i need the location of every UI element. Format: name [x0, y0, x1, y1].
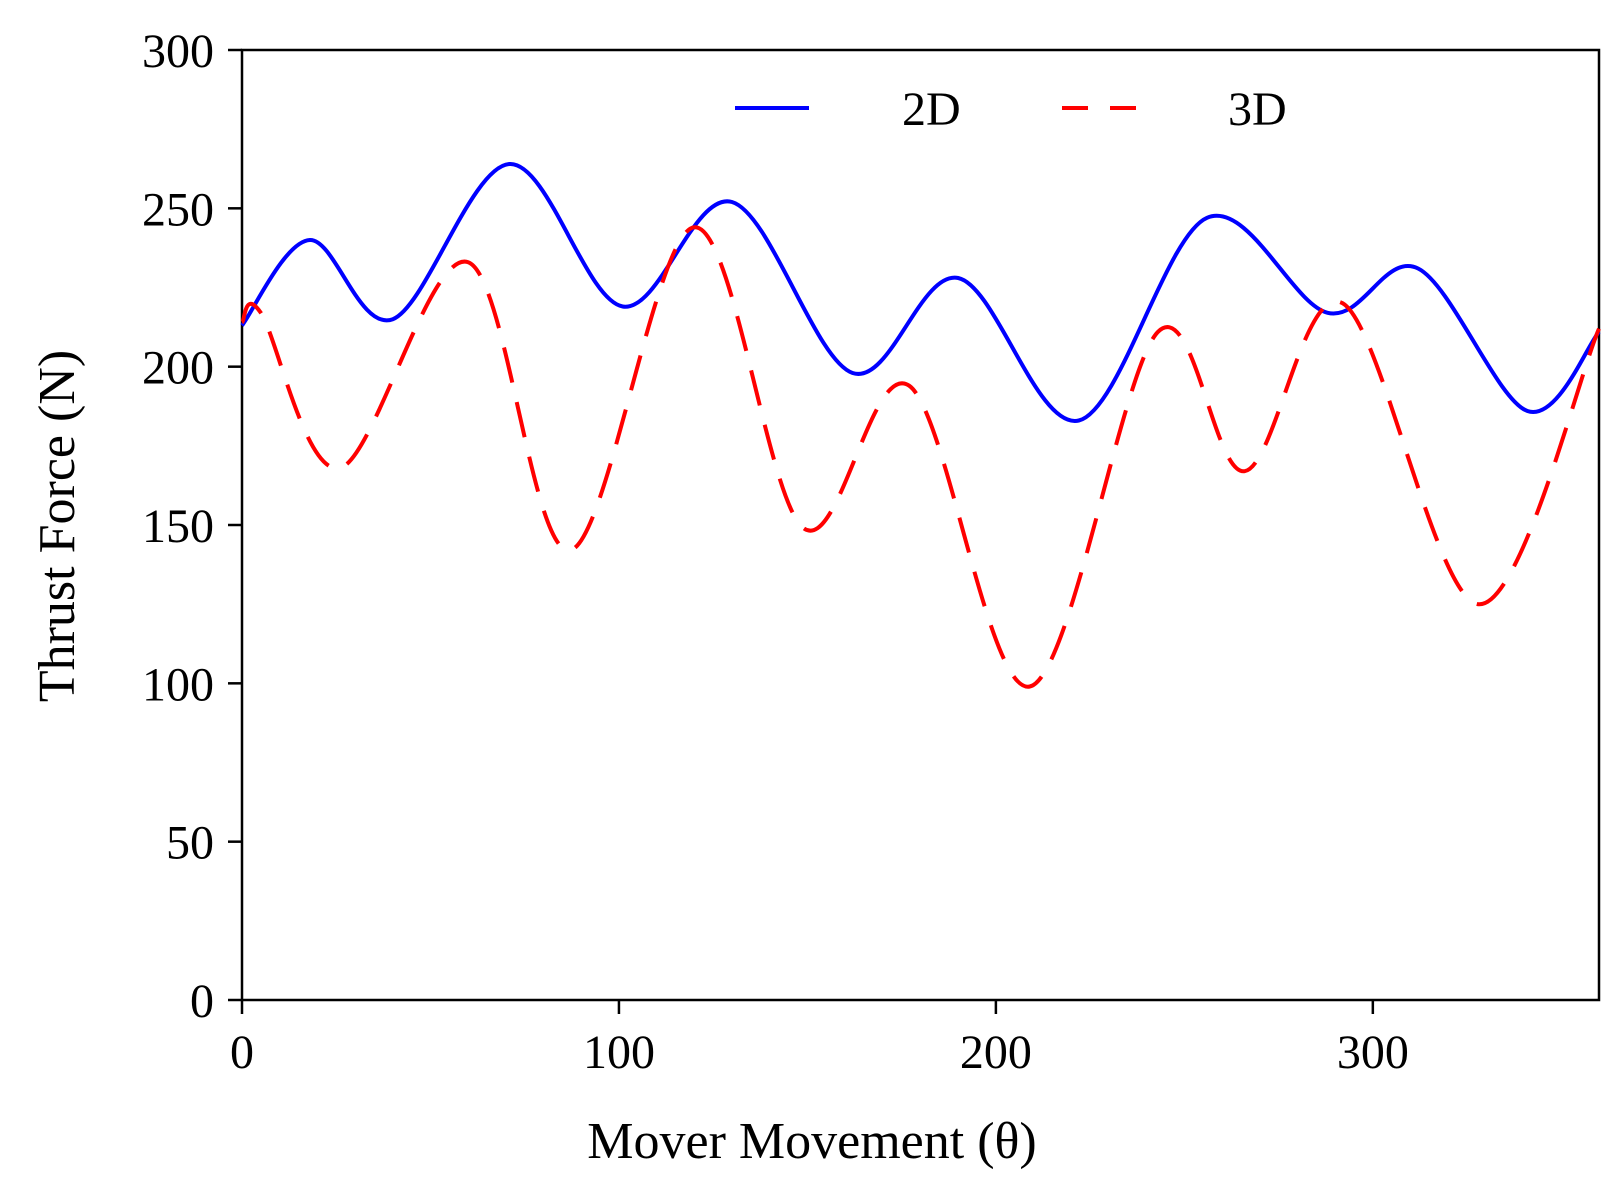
- y-tick-label: 50: [166, 817, 214, 870]
- y-tick-label: 100: [142, 658, 214, 711]
- legend-label-2d: 2D: [902, 83, 961, 136]
- y-tick-label: 200: [142, 342, 214, 395]
- series-layer: [240, 161, 1601, 689]
- x-tick-label: 0: [230, 1026, 254, 1079]
- series-line-3d: [240, 225, 1601, 689]
- y-tick-label: 0: [190, 975, 214, 1028]
- x-tick-label: 200: [960, 1026, 1032, 1079]
- series-line-2d: [240, 161, 1601, 423]
- x-tick-label: 300: [1337, 1026, 1409, 1079]
- y-axis-title: Thrust Force (N): [29, 350, 86, 702]
- x-tick-label: 100: [583, 1026, 655, 1079]
- legend-label-3d: 3D: [1228, 83, 1287, 136]
- y-tick-label: 150: [142, 500, 214, 553]
- y-tick-label: 250: [142, 183, 214, 236]
- axes-layer: 0 50 100 150 200 250 300 0 100 200 300: [142, 25, 1601, 1079]
- plot-frame: [240, 48, 1601, 1002]
- x-axis-title: Mover Movement (θ): [587, 1113, 1036, 1170]
- y-tick-label: 300: [142, 25, 214, 78]
- legend: 2D 3D: [735, 83, 1287, 136]
